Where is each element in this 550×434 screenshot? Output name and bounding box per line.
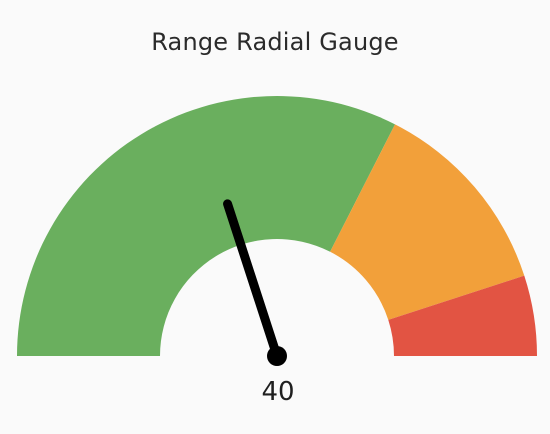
red-range xyxy=(388,275,537,356)
orange-range xyxy=(330,124,525,320)
green-range xyxy=(17,96,396,356)
gauge-needle xyxy=(223,199,287,366)
needle-pointer xyxy=(223,199,282,361)
gauge-ranges xyxy=(17,96,537,356)
needle-knob xyxy=(267,346,287,366)
gauge-title: Range Radial Gauge xyxy=(151,28,399,56)
gauge-value-label: 40 xyxy=(261,377,295,407)
